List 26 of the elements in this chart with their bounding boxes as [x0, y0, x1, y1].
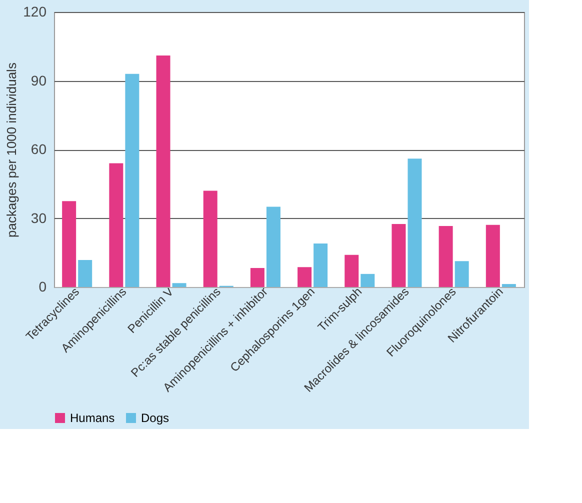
- bar: [172, 283, 186, 287]
- bar: [502, 284, 516, 287]
- bar: [266, 206, 280, 287]
- bar: [360, 274, 375, 287]
- bar: [454, 261, 469, 287]
- bar: [438, 226, 453, 287]
- bar: [392, 224, 406, 287]
- legend-label: Dogs: [141, 411, 170, 425]
- y-tick-label: 60: [30, 141, 47, 157]
- bar: [78, 260, 92, 287]
- y-tick-label: 90: [30, 72, 47, 88]
- bar: [314, 243, 328, 287]
- legend-label: Humans: [70, 411, 115, 425]
- bar: [203, 190, 218, 287]
- bar: [298, 267, 312, 287]
- bar: [344, 254, 359, 287]
- y-axis-title: packages per 1000 individuals: [4, 62, 20, 238]
- bar: [62, 201, 76, 287]
- bar: [408, 158, 422, 287]
- bar: [486, 224, 500, 287]
- bar: [125, 74, 140, 287]
- bar: [109, 163, 124, 287]
- y-tick-label: 30: [30, 210, 47, 226]
- bar: [156, 56, 170, 287]
- y-tick-label: 120: [23, 4, 47, 20]
- bar: [250, 268, 264, 287]
